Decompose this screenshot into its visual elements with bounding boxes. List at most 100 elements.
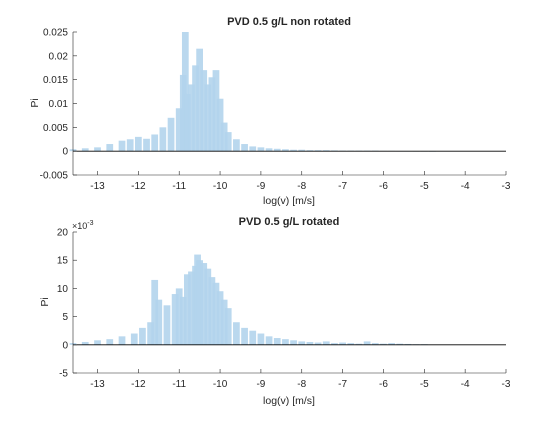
x-tick-label: -10	[213, 181, 228, 192]
bar	[118, 336, 126, 345]
bar	[322, 150, 330, 152]
y-tick-label: 15	[57, 256, 69, 267]
y-axis-multiplier: ×10-3	[72, 220, 94, 231]
y-tick-label: 0.01	[49, 99, 69, 110]
y-axis-label: Pi	[29, 98, 41, 107]
bar	[130, 333, 138, 345]
x-tick-label: -13	[90, 379, 105, 390]
bar	[322, 341, 330, 345]
bar	[159, 127, 167, 152]
x-tick-label: -10	[213, 379, 228, 390]
bar	[290, 149, 297, 152]
bar	[257, 333, 265, 345]
bar	[241, 327, 248, 345]
bar	[188, 84, 195, 152]
bar	[208, 77, 216, 152]
bar	[216, 98, 224, 152]
x-axis-label: log(v) [m/s]	[263, 195, 315, 207]
bar	[200, 263, 208, 345]
bar	[106, 144, 114, 152]
y-tick-label: 5	[62, 312, 68, 323]
bar	[257, 147, 265, 152]
bar	[249, 146, 257, 152]
x-tick-label: -11	[172, 181, 186, 192]
bar	[241, 144, 248, 152]
y-tick-label: 0.02	[49, 51, 69, 62]
bar	[163, 305, 171, 345]
bar	[298, 341, 306, 345]
bar	[371, 343, 379, 345]
bar	[94, 340, 101, 345]
x-tick-label: -13	[90, 181, 105, 192]
bar	[282, 339, 289, 345]
bar	[249, 330, 257, 345]
x-tick-label: -4	[461, 181, 470, 192]
x-tick-label: -3	[502, 379, 511, 390]
y-tick-label: 20	[57, 228, 69, 239]
x-tick-label: -3	[502, 181, 511, 192]
bar	[134, 136, 142, 152]
y-tick-label: 0	[62, 147, 68, 158]
bar	[139, 327, 146, 345]
bar-series	[69, 32, 506, 152]
bar	[81, 341, 89, 345]
bar	[175, 108, 183, 152]
bar	[118, 140, 126, 152]
bar	[81, 148, 89, 152]
x-tick-label: -12	[131, 379, 146, 390]
bar	[184, 274, 191, 345]
bar	[204, 268, 212, 345]
y-tick-label: 0.015	[43, 75, 68, 86]
bar	[224, 132, 232, 152]
bar	[208, 277, 216, 345]
bar	[151, 279, 159, 345]
bar	[143, 138, 150, 152]
bar	[200, 70, 208, 152]
y-tick-label: -5	[59, 369, 68, 380]
bar	[306, 150, 314, 152]
bar	[404, 343, 412, 345]
bar	[220, 122, 228, 152]
x-tick-label: -4	[461, 379, 470, 390]
bar	[192, 65, 199, 152]
bar	[175, 288, 183, 345]
y-tick-label: 0	[62, 340, 68, 351]
x-tick-label: -5	[420, 181, 429, 192]
bar	[171, 294, 179, 345]
y-axis-label: Pi	[39, 297, 51, 306]
bar	[273, 148, 281, 152]
bar	[179, 296, 187, 345]
bar	[94, 147, 101, 152]
bar	[212, 70, 220, 152]
bar	[314, 150, 322, 152]
x-tick-label: -12	[131, 181, 146, 192]
bar	[306, 341, 314, 345]
bar	[273, 338, 281, 345]
x-axis-label: log(v) [m/s]	[263, 395, 315, 407]
bar	[196, 48, 203, 152]
y-tick-label: 0.005	[43, 123, 68, 134]
x-tick-label: -9	[256, 181, 265, 192]
bar	[196, 260, 203, 345]
bar	[355, 343, 363, 345]
x-tick-label: -7	[338, 379, 347, 390]
bar	[188, 271, 195, 345]
bar	[347, 343, 355, 345]
bar	[339, 342, 346, 345]
bar	[265, 336, 273, 345]
y-tick-label: -0.005	[40, 171, 69, 182]
bar	[151, 134, 159, 152]
subplot-non-rotated: PVD 0.5 g/L non rotated log(v) [m/s] Pi …	[29, 16, 511, 207]
bar	[224, 308, 232, 345]
bar	[363, 341, 371, 345]
bar	[216, 291, 224, 345]
subplot-rotated: PVD 0.5 g/L rotated log(v) [m/s] Pi ×10-…	[39, 216, 511, 407]
bar	[298, 149, 306, 152]
axis-ticks: -13 -12 -11 -10 -9 -8 -7 -6 -5 -4 -3 -5 0 5 10 15 20	[57, 228, 511, 391]
y-tick-label: 0.025	[43, 28, 68, 39]
bar	[233, 322, 240, 345]
bar	[126, 139, 134, 152]
bar	[220, 299, 228, 345]
bar	[106, 339, 114, 345]
